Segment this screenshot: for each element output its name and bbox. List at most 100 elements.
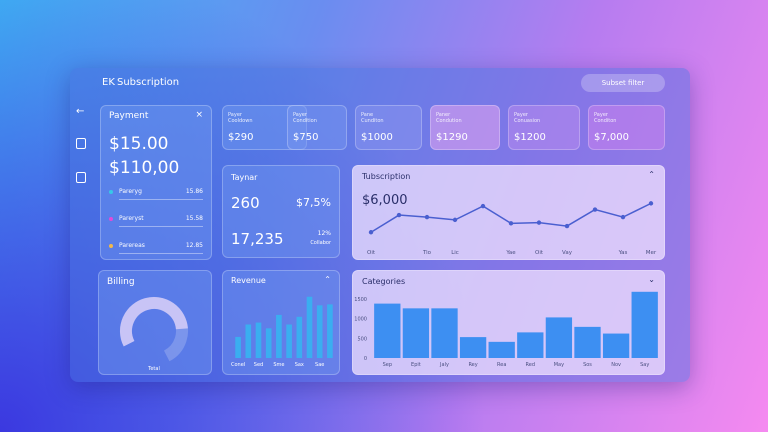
subscription-card: Tubscription ⌃ $6,000 Oit Tio Lic Yae Oit Vay… [352, 165, 665, 260]
kpi-label: Payer Conditon [594, 112, 617, 124]
item-value: 15.86 [185, 188, 203, 195]
total: 17,235 [231, 230, 284, 248]
point [564, 223, 570, 229]
x-tick-label: Rea [497, 362, 506, 368]
card-title: Billing [107, 277, 135, 287]
x-tick-label: Sae [315, 362, 324, 368]
bar [306, 296, 313, 358]
gauge-value [120, 297, 188, 347]
nav-back[interactable]: ← [76, 106, 85, 117]
point [536, 220, 542, 225]
bar [286, 324, 292, 358]
y-tick-label: 1000 [354, 317, 367, 323]
bar [276, 314, 282, 358]
rate: $7,5% [296, 196, 331, 209]
bar [245, 324, 252, 358]
x-tick-label: Sep [383, 362, 392, 368]
bar [255, 322, 262, 358]
x-tick-label: Tio [422, 250, 432, 256]
divider [119, 253, 203, 254]
bar [327, 304, 333, 358]
summary-card: Taynar 260 $7,5% 17,235 12% Collabor [222, 165, 340, 258]
bar [402, 308, 430, 358]
dot [109, 244, 113, 248]
x-tick-label: Sos [583, 362, 592, 368]
kpi-value: $750 [293, 132, 319, 143]
x-tick-label: May [554, 362, 564, 368]
collapse-button[interactable]: ⌃ [324, 275, 331, 284]
kpi-card: Pane Cunditon $1000 [355, 105, 422, 150]
kpi-value: $1000 [361, 132, 393, 143]
bar [602, 333, 630, 358]
kpi-label: Payer Conuasion [514, 112, 541, 124]
card-title: Taynar [231, 173, 258, 182]
point [396, 212, 402, 218]
x-tick-label: Yas [618, 250, 628, 256]
card-title: Payment [109, 111, 149, 121]
x-tick-label: Oit [367, 250, 376, 256]
x-tick-label: Say [640, 362, 649, 368]
bar [235, 336, 241, 358]
x-tick-label: Jaly [439, 362, 449, 368]
bar [374, 303, 401, 358]
card-title: Tubscription [362, 172, 411, 181]
nav-icon[interactable] [76, 172, 86, 183]
item-value: 12.85 [185, 242, 203, 249]
change: 12% [317, 230, 331, 237]
x-tick-label: Epit [411, 362, 421, 368]
bar [488, 341, 515, 358]
point [480, 203, 486, 209]
bar-chart: Conel Sed Sme Sax Sae [231, 296, 333, 368]
item-value: 15.58 [185, 215, 203, 222]
x-tick-label: Sed [254, 362, 263, 368]
point [648, 201, 654, 206]
amount: $15.00 [109, 134, 169, 154]
kpi-value: $290 [228, 132, 254, 143]
bar [459, 337, 487, 358]
kpi-label: Paner Condution [436, 112, 462, 124]
card-title: Categories [362, 277, 406, 286]
x-tick-label: Yae [505, 250, 516, 256]
dot [109, 217, 113, 221]
bar [517, 332, 544, 358]
bar [545, 317, 573, 358]
kpi-card: Payer Conuasion $1200 [508, 105, 580, 150]
divider [119, 199, 203, 200]
headline: $6,000 [362, 193, 408, 208]
x-tick-label: Vay [562, 250, 573, 256]
app-title: Subscription [117, 77, 180, 88]
point [508, 221, 514, 226]
line [370, 202, 652, 233]
x-tick-label: Lic [451, 250, 459, 256]
bar [631, 291, 658, 358]
collapse-button[interactable]: ⌃ [648, 170, 655, 179]
y-tick-label: 0 [364, 356, 367, 362]
filter-button[interactable]: Subset filter [581, 74, 665, 92]
nav-icon[interactable] [76, 138, 86, 149]
x-tick-label: Red [526, 362, 536, 368]
gauge-label: Tetal [147, 366, 160, 372]
point [592, 207, 598, 212]
x-tick-label: Sme [273, 362, 284, 368]
kpi-card: Payer Condition $750 [287, 105, 347, 150]
bar [574, 326, 601, 358]
kpi-value: $7,000 [594, 132, 629, 143]
collapse-button[interactable]: ⌄ [648, 275, 655, 284]
gauge: Tetal [120, 297, 188, 372]
kpi-card: Payer Conditon $7,000 [588, 105, 665, 150]
point [424, 214, 430, 220]
point [368, 230, 374, 235]
line-chart: Oit Tio Lic Yae Oit Vay Yas Mer [367, 201, 657, 256]
kpi-value: $1200 [514, 132, 546, 143]
point [620, 214, 626, 220]
kpi-label: Payer Condition [293, 112, 317, 124]
revenue-card: Revenue ⌃ Conel Sed Sme Sax Sae [222, 270, 340, 375]
bar [296, 316, 303, 358]
y-tick-label: 1500 [354, 297, 367, 303]
kpi-card: Paner Condution $1290 [430, 105, 500, 150]
kpi-label: Payer Cooldown [228, 112, 253, 124]
y-tick-label: 500 [357, 336, 367, 342]
item-label: Pareryg [119, 188, 142, 195]
close-button[interactable]: × [195, 110, 203, 120]
